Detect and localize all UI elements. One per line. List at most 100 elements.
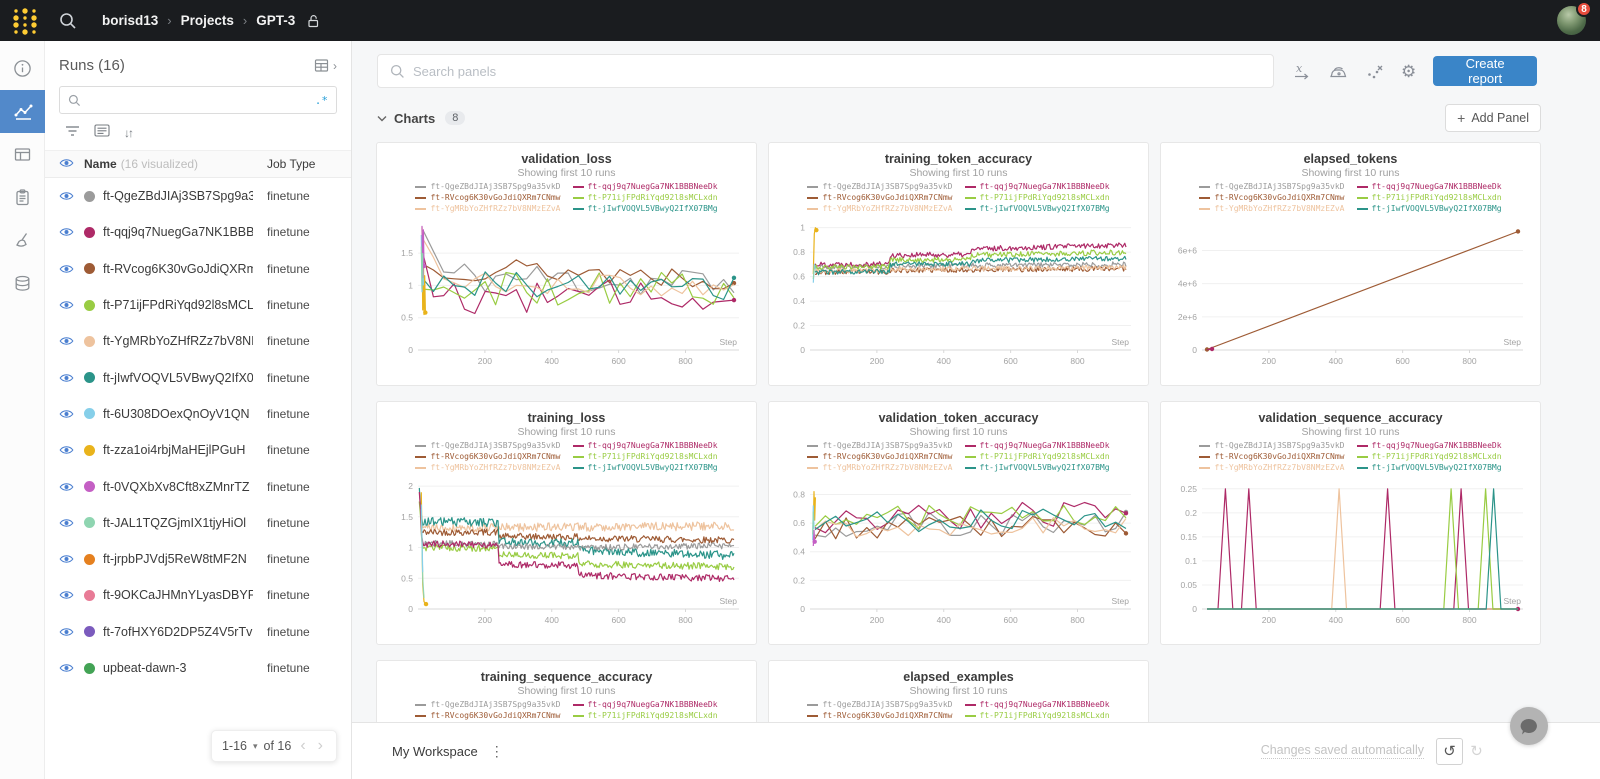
rail-item-overview[interactable]	[0, 47, 45, 90]
undo-button[interactable]: ↺	[1436, 737, 1463, 765]
legend-entry[interactable]: ft-YgMRbYoZHfRZz7bV8NMzEZvA	[1199, 203, 1345, 214]
visibility-eye-icon[interactable]	[59, 589, 75, 601]
run-row[interactable]: ft-QgeZBdJIAj3SB7Spg9a35vkD finetune	[45, 178, 351, 214]
run-name[interactable]: ft-qqj9q7NuegGa7NK1BBBNeeDk	[103, 225, 253, 240]
rail-item-tables[interactable]	[0, 133, 45, 176]
visibility-eye-icon[interactable]	[59, 444, 75, 456]
chart-panel-training_token_accuracy[interactable]: training_token_accuracy Showing first 10 …	[768, 142, 1149, 386]
legend-entry[interactable]: ft-qqj9q7NuegGa7NK1BBBNeeDk	[964, 699, 1110, 710]
visibility-eye-icon[interactable]	[59, 299, 75, 311]
group-icon[interactable]	[94, 124, 110, 142]
legend-entry[interactable]: ft-QgeZBdJIAj3SB7Spg9a35vkD	[807, 699, 953, 710]
run-name[interactable]: ft-0VQXbXv8Cft8xZMnrTZ	[103, 479, 250, 494]
legend-entry[interactable]: ft-P71ijFPdRiYqd92l8sMCLxdn	[572, 710, 718, 721]
visibility-eye-icon[interactable]	[59, 372, 75, 384]
add-panel-button[interactable]: + Add Panel	[1445, 104, 1541, 132]
run-row[interactable]: ft-jIwfVOQVL5VBwyQ2IfX07BMg finetune	[45, 359, 351, 395]
legend-entry[interactable]: ft-jIwfVOQVL5VBwyQ2IfX07BMg	[964, 203, 1110, 214]
legend-entry[interactable]: ft-P71ijFPdRiYqd92l8sMCLxdn	[964, 192, 1110, 203]
visibility-eye-icon[interactable]	[59, 263, 75, 275]
filter-icon[interactable]	[65, 124, 80, 142]
kebab-menu-icon[interactable]: ⋮	[489, 742, 504, 759]
run-row[interactable]: ft-qqj9q7NuegGa7NK1BBBNeeDk finetune	[45, 214, 351, 250]
legend-entry[interactable]: ft-qqj9q7NuegGa7NK1BBBNeeDk	[1356, 181, 1502, 192]
visibility-eye-icon[interactable]	[59, 626, 75, 638]
column-name[interactable]: Name	[84, 157, 117, 171]
run-name[interactable]: ft-JAL1TQZGjmIX1tjyHiOl	[103, 515, 247, 530]
legend-entry[interactable]: ft-RVcog6K30vGoJdiQXRm7CNmw	[1199, 192, 1345, 203]
run-name[interactable]: ft-YgMRbYoZHfRZz7bV8NMzEZvA	[103, 334, 253, 349]
pagination-next-icon[interactable]: ›	[317, 737, 323, 754]
chart-panel-elapsed_examples[interactable]: elapsed_examples Showing first 10 runs ft-…	[768, 660, 1149, 723]
visibility-eye-icon[interactable]	[59, 157, 74, 172]
run-name[interactable]: ft-7ofHXY6D2DP5Z4V5rTv	[103, 624, 253, 639]
chart-plot[interactable]: 0 0.2 0.4 0.6 0.8 1 200 400 600 800 Step	[776, 216, 1141, 371]
run-row[interactable]: ft-0VQXbXv8Cft8xZMnrTZ finetune	[45, 468, 351, 504]
chat-bubble-button[interactable]	[1510, 707, 1548, 745]
create-report-button[interactable]: Create report	[1433, 56, 1537, 86]
legend-entry[interactable]: ft-P71ijFPdRiYqd92l8sMCLxdn	[1356, 192, 1502, 203]
run-row[interactable]: ft-RVcog6K30vGoJdiQXRm7CNmw finetune	[45, 251, 351, 287]
legend-entry[interactable]: ft-jIwfVOQVL5VBwyQ2IfX07BMg	[572, 203, 718, 214]
run-row[interactable]: ft-YgMRbYoZHfRZz7bV8NMzEZvA finetune	[45, 323, 351, 359]
expand-runs-table-icon[interactable]: ›	[314, 58, 337, 73]
legend-entry[interactable]: ft-jIwfVOQVL5VBwyQ2IfX07BMg	[964, 462, 1110, 473]
run-name[interactable]: ft-6U308DOexQnOyV1QN	[103, 406, 250, 421]
run-name[interactable]: ft-P71ijFPdRiYqd92l8sMCLxdn	[103, 298, 253, 313]
sort-icon[interactable]: ↓↑	[124, 126, 134, 140]
legend-entry[interactable]: ft-P71ijFPdRiYqd92l8sMCLxdn	[1356, 451, 1502, 462]
smoothing-iron-icon[interactable]	[1328, 62, 1348, 81]
chart-plot[interactable]: 0 0.5 1 1.5 200 400 600 800 Step	[384, 216, 749, 371]
legend-entry[interactable]: ft-QgeZBdJIAj3SB7Spg9a35vkD	[1199, 440, 1345, 451]
chart-panel-elapsed_tokens[interactable]: elapsed_tokens Showing first 10 runs ft-Qg…	[1160, 142, 1541, 386]
global-search-icon[interactable]	[58, 11, 78, 31]
run-name[interactable]: ft-zza1oi4rbjMaHEjlPGuH	[103, 443, 246, 458]
visibility-eye-icon[interactable]	[59, 190, 75, 202]
legend-entry[interactable]: ft-qqj9q7NuegGa7NK1BBBNeeDk	[572, 181, 718, 192]
settings-gear-icon[interactable]: ⚙	[1400, 61, 1417, 81]
legend-entry[interactable]: ft-RVcog6K30vGoJdiQXRm7CNmw	[415, 192, 561, 203]
run-name[interactable]: ft-RVcog6K30vGoJdiQXRm7CNmw	[103, 261, 253, 276]
legend-entry[interactable]: ft-RVcog6K30vGoJdiQXRm7CNmw	[1199, 451, 1345, 462]
run-row[interactable]: ft-JAL1TQZGjmIX1tjyHiOl finetune	[45, 505, 351, 541]
visibility-eye-icon[interactable]	[59, 662, 75, 674]
chart-panel-validation_loss[interactable]: validation_loss Showing first 10 runs ft-Q…	[376, 142, 757, 386]
chevron-down-icon[interactable]	[377, 115, 387, 122]
pagination-range[interactable]: 1-16	[221, 739, 247, 753]
chart-panel-validation_token_accuracy[interactable]: validation_token_accuracy Showing first 1…	[768, 401, 1149, 645]
run-name[interactable]: ft-9OKCaJHMnYLyasDBYF	[103, 588, 253, 603]
legend-entry[interactable]: ft-YgMRbYoZHfRZz7bV8NMzEZvA	[415, 203, 561, 214]
legend-entry[interactable]: ft-P71ijFPdRiYqd92l8sMCLxdn	[964, 710, 1110, 721]
chart-plot[interactable]: 0 0.5 1 1.5 2 200 400 600 800 Step	[384, 475, 749, 630]
redo-button[interactable]: ↻	[1463, 738, 1490, 765]
legend-entry[interactable]: ft-RVcog6K30vGoJdiQXRm7CNmw	[807, 192, 953, 203]
chart-panel-training_sequence_accuracy[interactable]: training_sequence_accuracy Showing first …	[376, 660, 757, 723]
rail-item-logs[interactable]	[0, 176, 45, 219]
legend-entry[interactable]: ft-qqj9q7NuegGa7NK1BBBNeeDk	[1356, 440, 1502, 451]
legend-entry[interactable]: ft-QgeZBdJIAj3SB7Spg9a35vkD	[415, 440, 561, 451]
visibility-eye-icon[interactable]	[59, 517, 75, 529]
legend-entry[interactable]: ft-YgMRbYoZHfRZz7bV8NMzEZvA	[1199, 462, 1345, 473]
run-row[interactable]: ft-6U308DOexQnOyV1QN finetune	[45, 396, 351, 432]
run-row[interactable]: ft-jrpbPJVdj5ReW8tMF2N finetune	[45, 541, 351, 577]
legend-entry[interactable]: ft-RVcog6K30vGoJdiQXRm7CNmw	[807, 451, 953, 462]
visibility-eye-icon[interactable]	[59, 226, 75, 238]
legend-entry[interactable]: ft-QgeZBdJIAj3SB7Spg9a35vkD	[807, 181, 953, 192]
outliers-icon[interactable]	[1365, 62, 1384, 81]
workspace-title[interactable]: My Workspace	[392, 743, 478, 759]
column-job-type[interactable]: Job Type	[267, 157, 316, 171]
rail-item-charts[interactable]	[0, 90, 45, 133]
chart-panel-validation_sequence_accuracy[interactable]: validation_sequence_accuracy Showing firs…	[1160, 401, 1541, 645]
run-name[interactable]: ft-jrpbPJVdj5ReW8tMF2N	[103, 552, 247, 567]
breadcrumb-project[interactable]: GPT-3	[256, 13, 296, 28]
legend-entry[interactable]: ft-YgMRbYoZHfRZz7bV8NMzEZvA	[807, 203, 953, 214]
wandb-logo-icon[interactable]	[10, 7, 40, 35]
chart-plot[interactable]: 0 0.2 0.4 0.6 0.8 200 400 600 800 Step	[776, 475, 1141, 630]
legend-entry[interactable]: ft-RVcog6K30vGoJdiQXRm7CNmw	[415, 710, 561, 721]
legend-entry[interactable]: ft-QgeZBdJIAj3SB7Spg9a35vkD	[415, 181, 561, 192]
legend-entry[interactable]: ft-jIwfVOQVL5VBwyQ2IfX07BMg	[1356, 462, 1502, 473]
runs-search-input[interactable]	[87, 93, 315, 107]
rail-item-sweeps[interactable]	[0, 219, 45, 262]
regex-toggle-icon[interactable]: .*	[314, 93, 328, 107]
run-name[interactable]: upbeat-dawn-3	[103, 661, 187, 675]
